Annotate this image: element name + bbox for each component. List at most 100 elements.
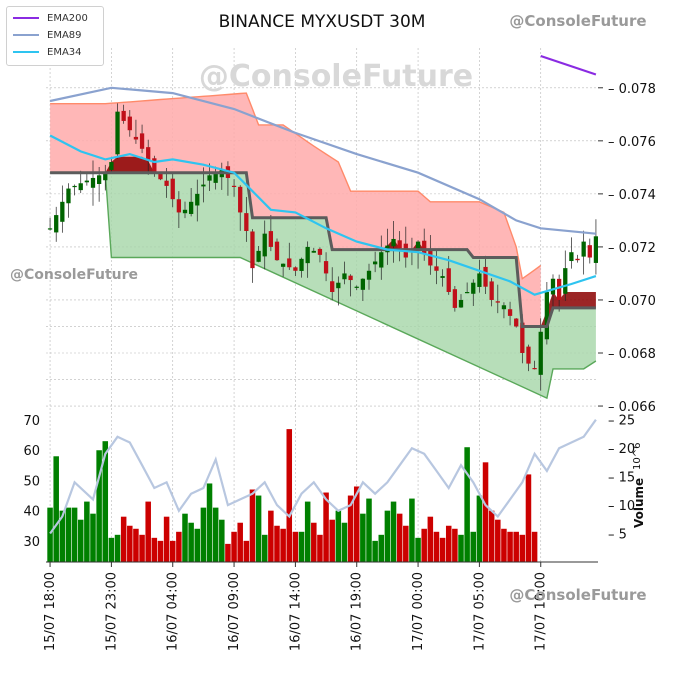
volume-bar-16 <box>145 501 151 562</box>
candle-23 <box>188 188 194 217</box>
price-tick-label-4: – 0.074 <box>608 188 656 203</box>
candle-body <box>397 240 402 249</box>
candle-42 <box>305 241 310 278</box>
candle-20 <box>170 172 175 208</box>
candle-27 <box>213 166 218 190</box>
volume-tick-label-2: – 15 <box>608 471 635 486</box>
volume-bar-41 <box>298 531 305 562</box>
candle-body <box>501 305 507 310</box>
candle-47 <box>336 276 341 306</box>
candle-38 <box>280 263 286 277</box>
left-tick-label-3: 60 <box>23 444 40 459</box>
volume-line <box>49 419 597 535</box>
x-tick-label-5: 16/07 19:00 <box>350 572 365 651</box>
candle-body <box>556 278 562 300</box>
volume-bar-15 <box>139 534 145 562</box>
candle-body <box>544 292 550 340</box>
candle-body <box>323 261 329 274</box>
x-tick-label-7: 17/07 05:00 <box>472 572 487 651</box>
volume-bar-79 <box>531 531 538 562</box>
x-tick-label-8: 17/07 10:00 <box>534 572 549 651</box>
volume-bar-11 <box>114 534 121 562</box>
volume-tick-label-4: – 25 <box>608 414 635 429</box>
candle-51 <box>360 278 366 301</box>
volume-bar-10 <box>108 537 115 562</box>
candle-15 <box>139 124 145 154</box>
volume-bar-5 <box>77 519 84 562</box>
left-tick-label-2: 50 <box>23 474 40 489</box>
candle-81 <box>544 282 550 345</box>
left-tick-label-4: 70 <box>23 414 40 429</box>
candle-body <box>182 209 188 214</box>
volume-bar-22 <box>182 513 188 562</box>
candle-body <box>317 248 323 255</box>
volume-bar-61 <box>421 528 427 562</box>
volume-bar-78 <box>525 474 532 562</box>
candle-70 <box>477 259 482 293</box>
volume-tick-label-3: – 20 <box>608 442 635 457</box>
candle-body <box>176 199 182 213</box>
candle-body <box>587 245 592 258</box>
watermark-top-right: @ConsoleFuture <box>509 12 646 30</box>
candle-body <box>520 322 525 353</box>
candle-body <box>550 278 556 295</box>
candle-26 <box>207 163 212 191</box>
watermark-bottom-right: @ConsoleFuture <box>509 586 646 604</box>
candle-body <box>372 261 378 265</box>
candle-body <box>593 236 598 263</box>
candle-body <box>366 270 372 280</box>
candle-body <box>575 258 580 261</box>
volume-bar-63 <box>433 531 440 562</box>
candle-83 <box>556 274 562 312</box>
volume-bar-14 <box>133 528 139 562</box>
candle-body <box>47 228 53 230</box>
candle-88 <box>587 238 592 264</box>
volume-bar-12 <box>120 516 127 562</box>
x-tick-label-0: 15/07 18:00 <box>43 572 58 651</box>
ema200-line <box>540 54 597 76</box>
candle-0 <box>47 217 53 231</box>
candle-body <box>581 241 586 257</box>
candle-body <box>84 180 90 183</box>
price-panel <box>47 54 598 400</box>
candle-body <box>342 273 347 280</box>
candle-34 <box>256 245 261 263</box>
candle-body <box>354 286 359 288</box>
candle-body <box>471 282 476 294</box>
candle-body <box>280 263 286 267</box>
candle-89 <box>593 219 598 275</box>
candle-1 <box>54 206 59 242</box>
volume-axis-label: Volume <box>632 478 646 528</box>
candle-69 <box>471 279 476 306</box>
price-tick-label-5: – 0.076 <box>608 135 656 150</box>
volume-bar-21 <box>176 531 182 562</box>
candle-body <box>446 268 451 292</box>
chart-title: BINANCE MYXUSDT 30M <box>219 12 426 32</box>
candle-body <box>336 282 341 289</box>
volume-bar-3 <box>65 507 72 562</box>
volume-bar-65 <box>445 525 452 562</box>
candle-body <box>133 136 139 140</box>
volume-bar-9 <box>102 441 109 562</box>
volume-bar-76 <box>513 531 519 562</box>
volume-bar-24 <box>194 528 201 562</box>
axes: – 0.066 – 0.068 – 0.070 – 0.072 – 0.074 – 0.0… <box>23 82 655 651</box>
volume-bar-50 <box>353 486 360 562</box>
candle-22 <box>182 201 188 219</box>
x-tick-label-3: 16/07 09:00 <box>227 572 242 651</box>
candle-body <box>152 158 157 173</box>
volume-panel <box>47 419 597 562</box>
volume-bar-38 <box>280 528 286 562</box>
volume-bar-72 <box>488 510 495 562</box>
volume-bar-60 <box>415 537 421 562</box>
volume-bar-31 <box>237 522 243 562</box>
candle-body <box>256 250 261 262</box>
volume-bar-23 <box>188 522 194 562</box>
volume-bar-47 <box>335 510 342 562</box>
watermark-left: @ConsoleFuture <box>10 267 138 283</box>
candle-82 <box>550 274 556 309</box>
candle-79 <box>532 360 537 370</box>
candle-body <box>72 185 77 188</box>
candle-body <box>146 147 151 161</box>
